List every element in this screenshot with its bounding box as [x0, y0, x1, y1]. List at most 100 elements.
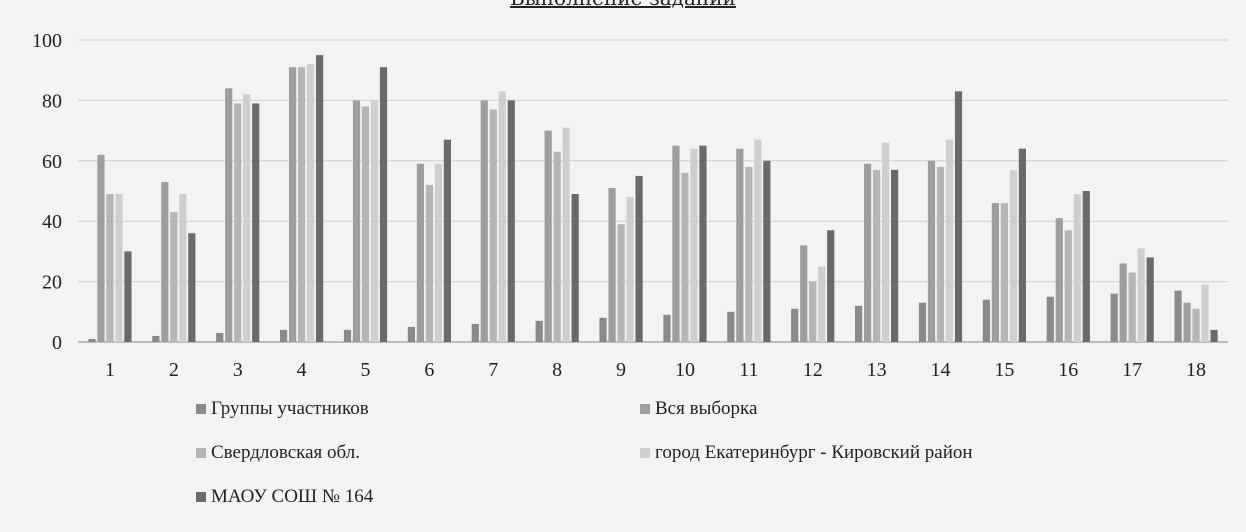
bar-series-2-cat-4 — [289, 67, 297, 343]
bar-series-4-cat-6 — [434, 163, 442, 342]
bar-series-4-cat-9 — [626, 197, 634, 342]
bar-series-2-cat-18 — [1183, 302, 1191, 342]
x-tick-label: 3 — [233, 359, 243, 381]
bar-series-5-cat-10 — [699, 145, 707, 342]
bar-series-3-cat-12 — [809, 281, 817, 342]
bar-series-4-cat-11 — [754, 139, 762, 342]
bar-series-4-cat-8 — [562, 127, 570, 342]
bar-series-1-cat-9 — [599, 317, 607, 342]
y-tick-label: 20 — [42, 272, 62, 294]
y-tick-label: 60 — [42, 151, 62, 173]
bar-series-2-cat-7 — [480, 100, 488, 343]
bar-series-5-cat-8 — [571, 194, 579, 342]
x-tick-label: 13 — [867, 359, 887, 381]
bar-series-1-cat-11 — [727, 311, 735, 342]
bar-series-4-cat-10 — [690, 148, 698, 342]
bar-series-1-cat-12 — [791, 308, 799, 342]
bar-series-5-cat-1 — [124, 251, 132, 342]
bar-series-1-cat-16 — [1046, 296, 1054, 342]
bar-series-5-cat-6 — [443, 139, 451, 342]
bar-series-3-cat-3 — [234, 103, 242, 342]
bar-series-3-cat-2 — [170, 212, 178, 342]
bar-series-2-cat-1 — [97, 154, 105, 342]
bar-series-4-cat-16 — [1073, 194, 1081, 342]
bar-series-3-cat-15 — [1000, 203, 1008, 342]
bar-series-5-cat-17 — [1146, 257, 1154, 342]
bar-series-5-cat-13 — [891, 169, 899, 342]
bar-series-3-cat-9 — [617, 224, 625, 342]
bar-series-4-cat-3 — [243, 94, 251, 342]
bar-series-3-cat-16 — [1064, 230, 1072, 342]
chart-gridlines — [78, 39, 1228, 343]
x-tick-label: 4 — [297, 359, 307, 381]
bar-series-2-cat-12 — [800, 245, 808, 342]
bar-series-4-cat-17 — [1137, 248, 1145, 342]
bar-series-1-cat-10 — [663, 314, 671, 342]
y-tick-label: 100 — [32, 30, 62, 52]
bar-series-1-cat-13 — [855, 305, 863, 342]
bar-series-2-cat-15 — [991, 203, 999, 342]
bar-series-2-cat-16 — [1055, 218, 1063, 342]
bar-series-3-cat-1 — [106, 194, 114, 342]
bar-series-3-cat-10 — [681, 172, 689, 342]
bar-series-1-cat-7 — [471, 323, 479, 342]
chart-title: Выполнение заданий — [0, 0, 1246, 10]
x-tick-label: 6 — [424, 359, 434, 381]
bar-series-2-cat-5 — [352, 100, 361, 343]
bar-series-3-cat-14 — [936, 166, 945, 342]
bar-series-1-cat-3 — [216, 332, 224, 342]
x-tick-label: 2 — [169, 359, 179, 381]
bar-series-2-cat-14 — [927, 160, 936, 342]
x-tick-label: 11 — [739, 359, 758, 381]
bar-series-5-cat-9 — [635, 175, 643, 342]
bar-series-2-cat-9 — [608, 187, 616, 342]
x-tick-label: 7 — [488, 359, 498, 381]
bar-series-1-cat-17 — [1110, 293, 1118, 342]
x-tick-label: 15 — [994, 359, 1014, 381]
bar-series-3-cat-4 — [298, 67, 306, 343]
bar-series-4-cat-4 — [307, 64, 315, 342]
bar-series-5-cat-4 — [316, 55, 324, 342]
bar-series-2-cat-17 — [1119, 263, 1127, 342]
x-tick-label: 16 — [1058, 359, 1078, 381]
bar-series-5-cat-3 — [252, 103, 260, 342]
x-tick-label: 1 — [105, 359, 115, 381]
bar-series-5-cat-7 — [507, 100, 515, 343]
bar-series-2-cat-8 — [544, 130, 552, 342]
bar-series-4-cat-15 — [1009, 169, 1017, 342]
bar-series-4-cat-13 — [882, 142, 890, 342]
bar-series-1-cat-18 — [1174, 290, 1182, 342]
y-tick-label: 40 — [42, 211, 62, 233]
bar-series-5-cat-18 — [1210, 329, 1218, 342]
y-axis: 0 20 40 60 80 100 — [32, 30, 62, 354]
bar-series-2-cat-11 — [736, 148, 744, 342]
x-tick-label: 5 — [361, 359, 371, 381]
bar-series-4-cat-1 — [115, 194, 123, 342]
bar-series-3-cat-8 — [553, 151, 561, 342]
bar-series-4-cat-14 — [945, 139, 954, 342]
bar-series-5-cat-15 — [1018, 148, 1026, 342]
bar-series-4-cat-12 — [818, 266, 826, 342]
bar-series-3-cat-17 — [1128, 272, 1136, 342]
x-tick-label: 17 — [1122, 359, 1142, 381]
x-axis: 1 2 3 4 5 6 7 8 9 10 11 12 13 14 15 16 17 18 — [105, 359, 1206, 381]
bar-series-2-cat-10 — [672, 145, 680, 342]
bar-series-1-cat-2 — [152, 335, 160, 342]
bar-series-4-cat-7 — [498, 91, 506, 342]
x-tick-label: 9 — [616, 359, 626, 381]
bar-series-5-cat-2 — [188, 233, 196, 342]
bar-series-5-cat-14 — [954, 91, 963, 342]
bar-series-3-cat-7 — [489, 109, 497, 343]
y-tick-label: 0 — [52, 332, 62, 354]
x-tick-label: 18 — [1186, 359, 1206, 381]
bar-series-1-cat-14 — [918, 302, 927, 342]
x-tick-label: 8 — [552, 359, 562, 381]
bar-series-5-cat-11 — [763, 160, 771, 342]
bar-series-5-cat-5 — [379, 67, 388, 343]
bar-series-3-cat-18 — [1192, 308, 1200, 342]
bar-series-1-cat-5 — [343, 329, 352, 342]
x-tick-label: 10 — [675, 359, 695, 381]
x-tick-label: 12 — [803, 359, 823, 381]
bar-series-1-cat-8 — [535, 320, 543, 342]
